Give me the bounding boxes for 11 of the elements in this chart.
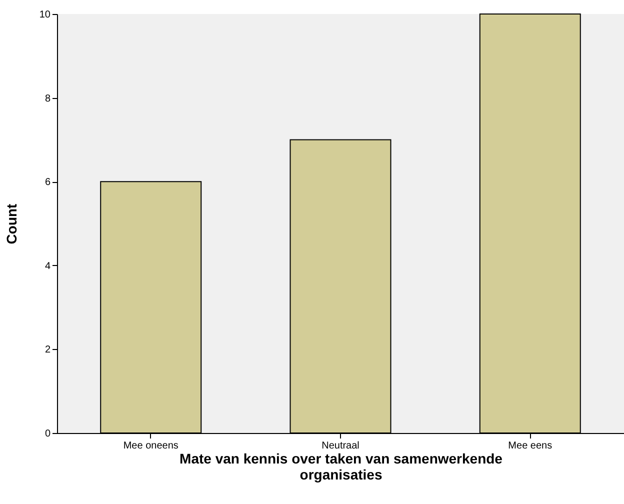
x-tick-label: Mee oneens [123,440,178,452]
y-tick-label: 6 [44,177,51,188]
y-tick-label: 10 [39,10,51,20]
y-tick-label: 4 [44,260,51,272]
x-tick-label: Neutraal [322,440,360,452]
y-axis-title: Count [3,203,20,244]
x-axis-title: Mate van kennis over taken van samenwerkende organisaties [180,450,503,482]
y-tick-label: 0 [44,428,51,440]
y-tick-label: 2 [44,344,51,356]
y-tick-label: 8 [44,93,51,104]
x-tick-label: Mee eens [508,440,552,452]
